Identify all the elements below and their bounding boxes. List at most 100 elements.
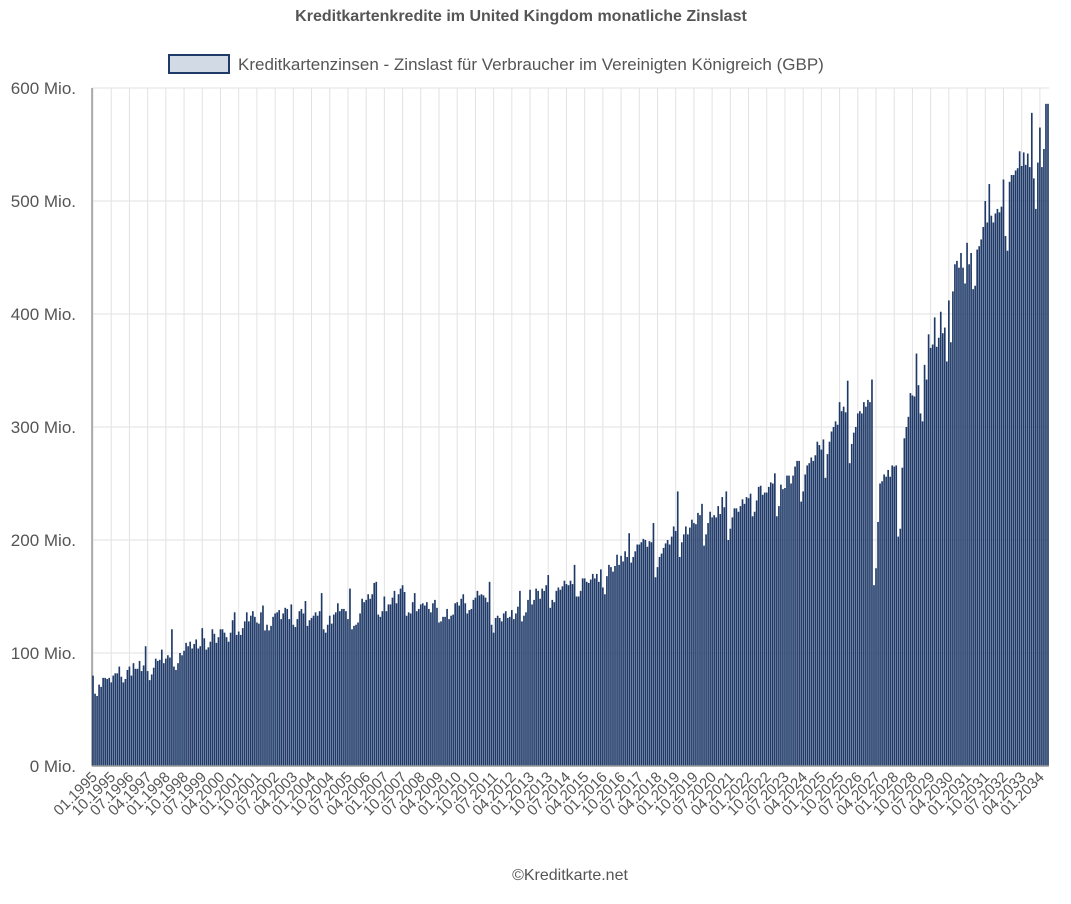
- bar[interactable]: [413, 593, 416, 766]
- bar[interactable]: [221, 629, 224, 766]
- bar[interactable]: [563, 580, 566, 766]
- bar[interactable]: [533, 599, 535, 766]
- bar[interactable]: [296, 619, 299, 766]
- bar[interactable]: [693, 523, 695, 766]
- bar[interactable]: [112, 675, 115, 766]
- bar[interactable]: [460, 598, 463, 766]
- bar[interactable]: [788, 475, 790, 766]
- bar[interactable]: [931, 344, 934, 766]
- bar[interactable]: [181, 655, 183, 766]
- bar[interactable]: [474, 597, 477, 766]
- bar[interactable]: [371, 594, 374, 766]
- bar[interactable]: [950, 342, 952, 766]
- bar[interactable]: [201, 628, 204, 766]
- bar[interactable]: [126, 669, 129, 766]
- bar[interactable]: [365, 599, 367, 766]
- bar[interactable]: [818, 445, 821, 766]
- bar[interactable]: [600, 569, 602, 766]
- bar[interactable]: [674, 530, 677, 766]
- bar[interactable]: [229, 632, 232, 766]
- bar[interactable]: [962, 267, 964, 766]
- bar[interactable]: [1024, 164, 1027, 767]
- bar[interactable]: [589, 579, 592, 766]
- bar[interactable]: [353, 625, 355, 766]
- bar[interactable]: [369, 598, 372, 766]
- bar[interactable]: [583, 578, 586, 766]
- bar[interactable]: [430, 612, 432, 766]
- bar[interactable]: [330, 623, 333, 766]
- bar[interactable]: [138, 660, 141, 766]
- bar[interactable]: [488, 581, 491, 766]
- bar[interactable]: [585, 581, 588, 766]
- bar[interactable]: [986, 222, 989, 767]
- bar[interactable]: [543, 590, 546, 766]
- bar[interactable]: [187, 646, 189, 766]
- bar[interactable]: [541, 588, 543, 766]
- bar[interactable]: [213, 633, 216, 766]
- bar[interactable]: [869, 402, 871, 766]
- bar[interactable]: [415, 611, 418, 766]
- bar[interactable]: [573, 564, 576, 766]
- bar[interactable]: [745, 497, 748, 766]
- bar[interactable]: [347, 619, 349, 766]
- bar[interactable]: [237, 631, 240, 766]
- bar[interactable]: [106, 678, 108, 766]
- bar[interactable]: [108, 677, 111, 766]
- bar[interactable]: [632, 556, 635, 766]
- bar[interactable]: [830, 431, 833, 766]
- bar[interactable]: [867, 399, 869, 766]
- bar[interactable]: [549, 607, 552, 766]
- bar[interactable]: [978, 246, 981, 766]
- bar[interactable]: [642, 538, 645, 766]
- bar[interactable]: [195, 639, 198, 766]
- bar[interactable]: [432, 603, 434, 766]
- bar[interactable]: [980, 239, 983, 767]
- bar[interactable]: [359, 613, 361, 766]
- bar[interactable]: [974, 285, 976, 766]
- bar[interactable]: [377, 614, 380, 766]
- bar[interactable]: [656, 567, 659, 766]
- bar[interactable]: [915, 353, 918, 766]
- bar[interactable]: [958, 267, 960, 766]
- bar[interactable]: [992, 222, 995, 767]
- bar[interactable]: [895, 465, 898, 766]
- bar[interactable]: [640, 542, 643, 766]
- bar[interactable]: [941, 333, 944, 766]
- bar[interactable]: [492, 632, 495, 766]
- bar[interactable]: [217, 637, 220, 766]
- bar[interactable]: [873, 585, 875, 766]
- bar[interactable]: [654, 577, 657, 766]
- bar[interactable]: [411, 602, 414, 766]
- bar[interactable]: [227, 641, 230, 766]
- bar[interactable]: [521, 621, 523, 766]
- bar[interactable]: [96, 695, 98, 766]
- bar[interactable]: [539, 598, 541, 766]
- bar[interactable]: [972, 289, 974, 766]
- bar[interactable]: [547, 575, 550, 766]
- bar[interactable]: [484, 597, 487, 766]
- bar[interactable]: [555, 590, 558, 766]
- bar[interactable]: [316, 615, 319, 766]
- bar[interactable]: [175, 669, 177, 766]
- bar[interactable]: [846, 380, 849, 766]
- bar[interactable]: [393, 590, 396, 766]
- bar[interactable]: [984, 201, 987, 766]
- bar[interactable]: [211, 629, 214, 766]
- bar[interactable]: [1000, 206, 1003, 766]
- bar[interactable]: [577, 596, 580, 767]
- bar[interactable]: [923, 364, 926, 766]
- bar[interactable]: [385, 611, 388, 766]
- bar[interactable]: [383, 596, 386, 767]
- bar[interactable]: [399, 588, 402, 766]
- bar[interactable]: [606, 576, 608, 766]
- bar[interactable]: [551, 599, 554, 766]
- bar[interactable]: [464, 603, 467, 766]
- bar[interactable]: [755, 500, 758, 766]
- bar[interactable]: [169, 657, 171, 766]
- bar[interactable]: [604, 594, 606, 766]
- bar[interactable]: [721, 497, 724, 766]
- bar[interactable]: [498, 617, 501, 766]
- bar[interactable]: [753, 511, 756, 766]
- bar[interactable]: [790, 483, 792, 767]
- bar[interactable]: [496, 615, 499, 766]
